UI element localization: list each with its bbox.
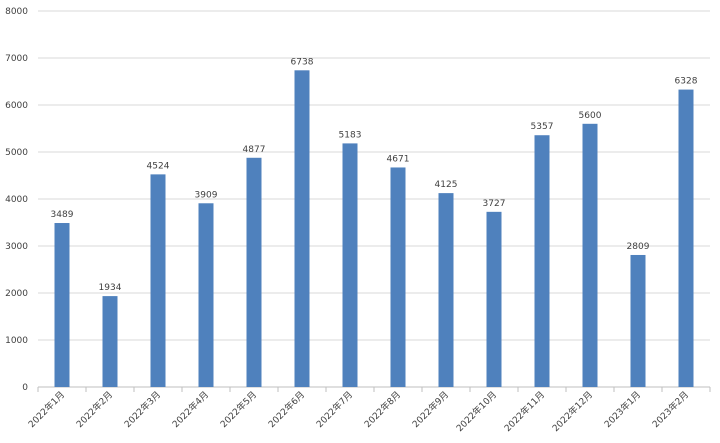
data-label: 3909 — [195, 190, 218, 200]
bar — [54, 223, 70, 387]
y-tick-label: 2000 — [5, 289, 28, 299]
x-tick-label: 2022年5月 — [218, 389, 259, 430]
data-label: 6738 — [291, 57, 314, 67]
y-tick-label: 8000 — [5, 7, 28, 17]
y-tick-label: 4000 — [5, 195, 28, 205]
x-tick-label: 2022年2月 — [74, 389, 115, 430]
x-tick-label: 2022年12月 — [550, 389, 596, 435]
x-tick-label: 2022年6月 — [266, 389, 307, 430]
y-tick-label: 7000 — [5, 54, 28, 64]
data-label: 4671 — [387, 154, 410, 164]
data-label: 5357 — [531, 122, 554, 132]
bar — [678, 89, 694, 388]
y-tick-label: 6000 — [5, 101, 28, 111]
x-tick-label: 2022年7月 — [314, 389, 355, 430]
bar — [390, 167, 406, 387]
bar — [150, 174, 166, 387]
data-label: 5183 — [339, 130, 362, 140]
data-label: 4877 — [243, 145, 266, 155]
y-tick-label: 1000 — [5, 336, 28, 346]
bar — [198, 203, 214, 387]
bar — [438, 193, 454, 387]
bar — [102, 296, 118, 387]
x-tick-label: 2022年8月 — [362, 389, 403, 430]
bar — [582, 123, 598, 388]
bar — [486, 211, 502, 387]
data-label: 5600 — [579, 111, 602, 121]
x-tick-label: 2022年10月 — [454, 389, 500, 435]
data-label: 3727 — [483, 199, 506, 209]
x-tick-label: 2022年4月 — [170, 389, 211, 430]
x-tick-label: 2022年1月 — [26, 389, 67, 430]
x-tick-label: 2023年1月 — [602, 389, 643, 430]
data-label: 3489 — [51, 210, 74, 220]
y-tick-label: 3000 — [5, 242, 28, 252]
bar — [342, 143, 358, 387]
data-label: 2809 — [627, 242, 650, 252]
y-tick-label: 5000 — [5, 148, 28, 158]
x-tick-label: 2022年3月 — [122, 389, 163, 430]
x-tick-label: 2023年2月 — [650, 389, 691, 430]
bar — [630, 254, 646, 387]
bar — [534, 135, 550, 387]
data-label: 4524 — [147, 161, 170, 171]
data-label: 4125 — [435, 180, 458, 190]
y-tick-label: 0 — [22, 383, 28, 393]
bar — [246, 157, 262, 387]
data-label: 6328 — [675, 77, 698, 87]
x-tick-label: 2022年9月 — [410, 389, 451, 430]
data-label: 1934 — [99, 283, 122, 293]
bar — [294, 70, 310, 388]
x-tick-label: 2022年11月 — [502, 389, 548, 435]
